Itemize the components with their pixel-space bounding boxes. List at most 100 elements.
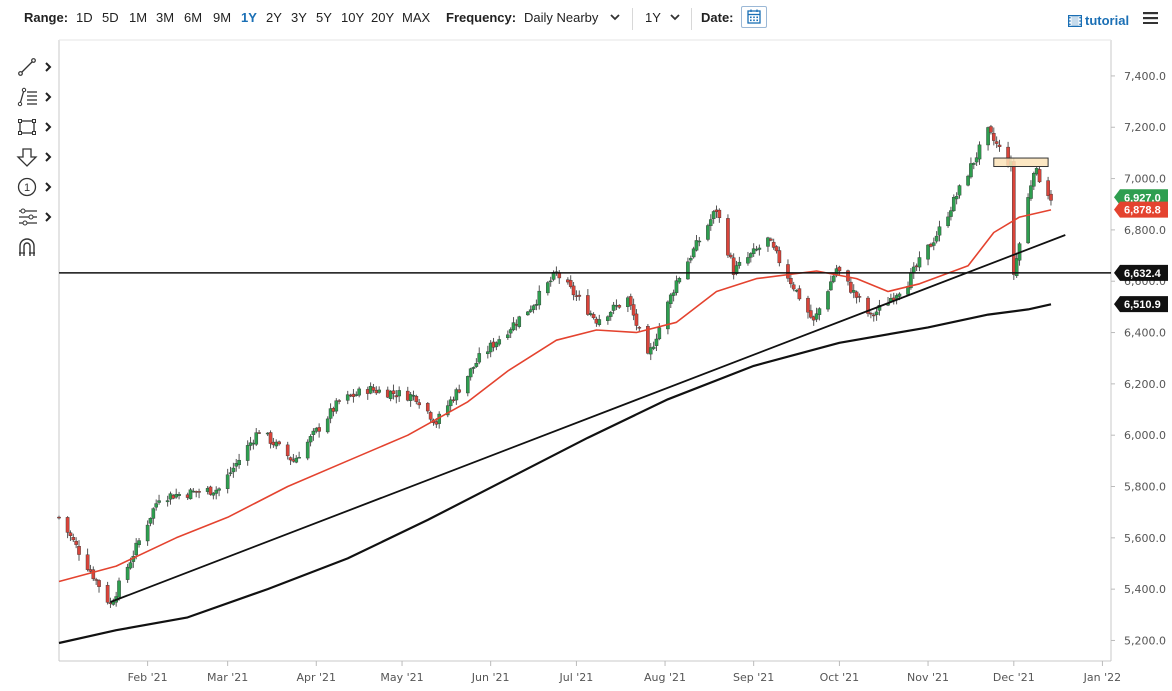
candle-body (308, 436, 313, 443)
candle-body (526, 311, 530, 316)
candle (165, 495, 170, 507)
price-tag-bg (1114, 264, 1168, 281)
candle (117, 577, 121, 601)
candle-body (806, 297, 810, 313)
range-5y[interactable]: 5Y (316, 10, 332, 25)
range-max[interactable]: MAX (402, 10, 431, 25)
range-10y[interactable]: 10Y (341, 10, 365, 25)
candle-body (397, 390, 401, 397)
candle (634, 309, 639, 331)
range-1y[interactable]: 1Y (241, 10, 257, 25)
candle-body (508, 329, 513, 334)
film-icon[interactable] (1068, 15, 1082, 27)
tutorial-link[interactable]: tutorial (1085, 13, 1130, 28)
candle (471, 366, 476, 374)
counter-tool[interactable]: 1 (16, 176, 54, 198)
candle-body (91, 569, 96, 580)
candle-body (245, 445, 250, 461)
candle (211, 492, 216, 500)
range-1m[interactable]: 1M (129, 10, 148, 25)
candle-body (254, 432, 259, 445)
candle-body (217, 488, 221, 491)
candle-body (477, 353, 482, 363)
y-tick-label: 7,200.0 (1124, 121, 1166, 134)
candle (571, 281, 576, 301)
candle-body (394, 395, 399, 398)
candle (777, 246, 782, 267)
candle (969, 157, 973, 179)
candle-body (668, 294, 673, 304)
price-tag-bg (1114, 296, 1168, 313)
candle (397, 386, 401, 402)
period-chevron-down-icon[interactable] (669, 12, 681, 22)
candle (454, 387, 459, 405)
candle-body (857, 296, 862, 298)
candle-body (949, 210, 953, 217)
candle (245, 440, 250, 466)
candle (577, 290, 582, 301)
candle (228, 466, 233, 477)
candle-body (325, 418, 330, 433)
frequency-chevron-down-icon[interactable] (609, 12, 621, 22)
candle-body (637, 327, 642, 329)
candle (91, 566, 96, 581)
price-tag-label: 6,632.4 (1124, 268, 1162, 280)
candle-body (228, 472, 233, 474)
range-5d[interactable]: 5D (102, 10, 119, 25)
date-label: Date: (701, 10, 734, 25)
candle (1046, 176, 1050, 200)
candle (137, 537, 141, 548)
x-tick-label: Feb '21 (128, 671, 168, 684)
candle (691, 246, 696, 259)
range-label: Range: (24, 10, 69, 25)
arrow-tool[interactable] (16, 146, 54, 168)
candle-body (606, 316, 610, 321)
candle (468, 367, 473, 381)
candle (874, 307, 879, 321)
candle-body (989, 126, 993, 133)
candle (568, 275, 573, 289)
candle (917, 251, 922, 272)
line-tool[interactable] (16, 56, 54, 78)
candle (111, 598, 116, 606)
toolbar-divider (632, 8, 633, 30)
candle-body (334, 400, 339, 412)
range-3m[interactable]: 3M (156, 10, 175, 25)
candle (411, 390, 416, 401)
range-9m[interactable]: 9M (213, 10, 232, 25)
candle (94, 577, 98, 585)
hamburger-menu-icon[interactable] (1143, 12, 1158, 24)
range-3y[interactable]: 3Y (291, 10, 307, 25)
range-2y[interactable]: 2Y (266, 10, 282, 25)
candle (1029, 180, 1033, 201)
candle-body (377, 389, 381, 393)
range-20y[interactable]: 20Y (371, 10, 395, 25)
candle-body (946, 216, 950, 227)
measure-tool[interactable] (16, 206, 54, 228)
x-tick-label: Jul '21 (559, 671, 594, 684)
candle-body (391, 390, 396, 394)
rectangle-tool[interactable] (16, 116, 54, 138)
price-tags: 6,927.06,878.8 6,632.4 6,510.9 (1114, 189, 1168, 313)
magnet-tool[interactable] (16, 236, 54, 258)
candle-body (145, 524, 150, 542)
candle-body (871, 314, 876, 317)
candle-body (388, 391, 393, 399)
candle (931, 237, 936, 251)
period-select[interactable]: 1Y (645, 10, 661, 25)
candle-body (1032, 173, 1036, 187)
range-6m[interactable]: 6M (184, 10, 203, 25)
axes (58, 39, 1115, 666)
candle-body (971, 162, 976, 165)
candle-body (814, 313, 819, 320)
candle-body (694, 240, 699, 251)
date-picker-button[interactable] (741, 6, 767, 28)
candle (617, 304, 622, 309)
range-1d[interactable]: 1D (76, 10, 93, 25)
frequency-select[interactable]: Daily Nearby (524, 10, 599, 25)
candle (588, 310, 593, 317)
candle (417, 398, 421, 409)
candle-body (177, 494, 181, 496)
fibonacci-tool[interactable] (16, 86, 54, 108)
